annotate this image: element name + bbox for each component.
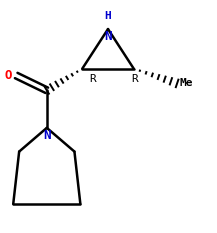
Text: Me: Me xyxy=(179,78,192,88)
Text: R: R xyxy=(132,74,138,83)
Text: H: H xyxy=(105,11,111,21)
Text: N: N xyxy=(104,30,112,43)
Text: R: R xyxy=(89,74,96,83)
Text: N: N xyxy=(43,129,51,142)
Text: O: O xyxy=(5,69,12,82)
